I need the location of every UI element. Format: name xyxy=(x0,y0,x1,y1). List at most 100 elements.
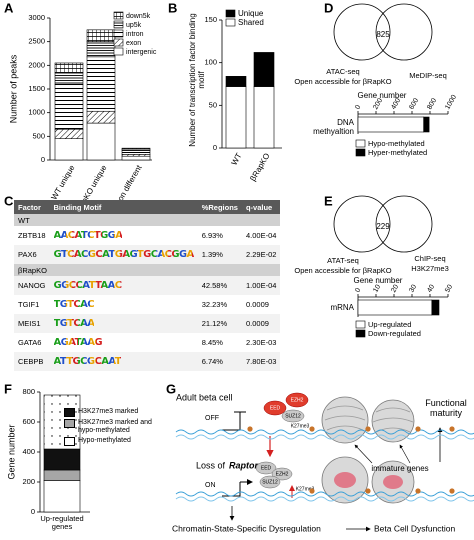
x-tick-label: 200 xyxy=(372,97,384,111)
axis-title: Gene number xyxy=(358,91,407,100)
bar-segment xyxy=(121,155,151,161)
legend-swatch xyxy=(355,329,366,338)
table-cell: 32.23% xyxy=(201,300,228,309)
venn-overlap: 229 xyxy=(376,222,390,231)
table-cell: TGIF1 xyxy=(18,300,40,309)
activation-line xyxy=(222,482,241,497)
methyl-mark xyxy=(365,426,371,432)
legend-label: Shared xyxy=(238,18,264,27)
table-cell: MEIS1 xyxy=(14,314,50,333)
table-cell: 21.12% xyxy=(197,314,242,333)
table-cell: 6.93% xyxy=(201,231,223,240)
motif-cell: GTCACGCATGAGTGCACGGA xyxy=(49,245,198,264)
header-cell: Binding Motif xyxy=(49,200,198,214)
protein xyxy=(285,392,309,408)
y-tick-label: 100 xyxy=(204,58,217,67)
bar-segment xyxy=(43,480,81,513)
methyl-mark xyxy=(309,426,315,432)
diagram: Adult beta cell EED EZH2 SUZ12 K27me3 OF… xyxy=(172,392,474,533)
bar-segment xyxy=(86,56,116,112)
motif-logo: GTCACGCATGAGTGCACGGA xyxy=(53,249,195,260)
protein xyxy=(255,461,277,475)
bar-segment xyxy=(43,448,81,471)
diagram-text: Chromatin-State-Specific Dysregulation xyxy=(172,523,321,533)
table-row: CEBPB ATTGCGCAAT 6.74% 7.80E-03 xyxy=(14,352,281,371)
table: Factor Binding Motif %Regions q-value WT ZBTB… xyxy=(14,200,281,371)
bar-segment xyxy=(54,138,84,161)
methyl-mark xyxy=(309,488,315,494)
y-axis-label: Gene number xyxy=(6,424,16,479)
methyl-mark xyxy=(415,426,421,432)
bar-segment xyxy=(86,29,116,42)
venn-circle xyxy=(375,195,433,253)
legend-label: H3K27me3 marked and hypo-methylated xyxy=(78,419,152,434)
bar-segment xyxy=(86,110,116,124)
panel-label: C xyxy=(4,193,14,208)
legend-label: up5k xyxy=(126,22,142,29)
panel-label: B xyxy=(168,0,177,15)
motif-logo: TGTCAA xyxy=(53,318,96,329)
y-tick-label: 50 xyxy=(209,100,217,109)
table-row: MEIS1 TGTCAA 21.12% 0.0009 xyxy=(14,314,281,333)
protein-label: EED xyxy=(261,465,272,471)
legend-label: exon xyxy=(126,40,141,47)
legend-label: Hypo-methylated xyxy=(368,139,425,148)
group-row: WT xyxy=(14,214,281,226)
motif-cell: AACATCTGGA xyxy=(50,226,198,245)
arrow xyxy=(354,444,373,464)
legend-item: H3K27me3 marked and hypo-methylated xyxy=(64,419,160,435)
bar-segment xyxy=(86,122,116,161)
table-cell: 42.58% xyxy=(197,276,242,295)
legend-swatch xyxy=(225,9,236,18)
protein-label: EZH2 xyxy=(276,471,289,477)
panel-label: F xyxy=(4,381,12,396)
x-tick-label: 0 xyxy=(354,104,362,111)
legend-swatch xyxy=(225,18,236,27)
x-tick-label: 0 xyxy=(354,287,362,294)
state-label: ON xyxy=(205,482,216,489)
x-tick-label: 600 xyxy=(408,97,420,111)
panel-label: G xyxy=(166,381,176,396)
bar-segment xyxy=(43,469,81,481)
repression-symbol xyxy=(222,411,246,431)
table-cell: 0.0009 xyxy=(245,300,269,309)
legend-swatch xyxy=(113,29,124,38)
protein xyxy=(263,400,287,416)
legend-label: intergenic xyxy=(126,49,157,56)
x-tick-label: Up-regulated genes xyxy=(40,514,84,531)
diagram-text: Loss of xyxy=(196,460,226,470)
motif-cell: TGTCAA xyxy=(49,314,198,333)
legend-label: Hyper-methylated xyxy=(368,148,427,157)
table-cell: 1.00E-04 xyxy=(241,276,281,295)
motif-logo: AGATAAG xyxy=(53,337,103,348)
methyl-mark xyxy=(365,488,371,494)
bar-segment xyxy=(54,83,84,130)
group-label: WT xyxy=(14,214,281,226)
motif-cell: AGATAAG xyxy=(50,333,198,352)
venn-label: MeDIP-seq xyxy=(409,71,447,80)
venn-label: H3K27me3 xyxy=(411,264,449,273)
venn-overlap: 825 xyxy=(376,30,390,39)
panel-label: E xyxy=(324,193,333,208)
arrow xyxy=(399,444,411,464)
venn-circle xyxy=(333,3,391,61)
y-tick-label: 2500 xyxy=(28,37,45,46)
venn-label: ATAT-seq xyxy=(327,256,359,265)
bar-segment xyxy=(54,62,84,73)
bar-segment xyxy=(121,150,151,155)
x-tick-label: 10 xyxy=(372,284,382,294)
y-tick-label: 3000 xyxy=(28,13,45,22)
x-tick-label: WT unique xyxy=(49,163,76,201)
diagram-text: Beta Cell Dysfunction xyxy=(374,523,456,533)
legend-label: Hypo-methylated xyxy=(78,437,131,444)
y-tick-label: 200 xyxy=(22,477,35,486)
x-tick-label: 30 xyxy=(408,284,418,294)
table-cell: 7.80E-03 xyxy=(241,352,281,371)
motif-cell: TGTCAC xyxy=(50,295,198,314)
legend-label: intron xyxy=(126,31,144,38)
legend-swatch xyxy=(355,320,366,329)
y-tick-label: 500 xyxy=(32,131,45,140)
venn-circle xyxy=(333,195,391,253)
motif-table: Factor Binding Motif %Regions q-value WT ZBTB… xyxy=(14,200,281,371)
